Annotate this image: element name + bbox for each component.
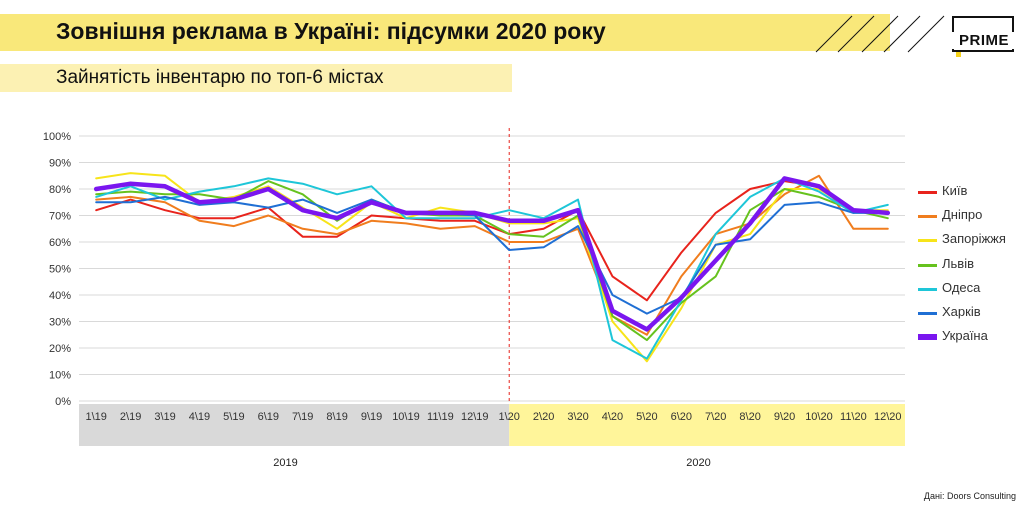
- prime-logo: PRIME: [952, 16, 1016, 57]
- x-tick-label: 11\20: [840, 411, 867, 423]
- x-tick-label: 5\20: [636, 411, 657, 423]
- legend-swatch: [918, 191, 937, 194]
- y-tick-label: 80%: [49, 184, 71, 196]
- legend-label: Харків: [942, 303, 981, 319]
- y-tick-label: 30%: [49, 317, 71, 329]
- legend-label: Дніпро: [942, 207, 983, 223]
- legend-swatch: [918, 311, 937, 315]
- legend-item: Запоріжжя: [918, 230, 1024, 254]
- x-tick-label: 7\20: [705, 411, 726, 423]
- y-tick-label: 0%: [55, 396, 71, 408]
- y-tick-label: 10%: [49, 370, 71, 382]
- legend-label: Київ: [942, 183, 968, 198]
- x-tick-label: 4\20: [602, 411, 623, 423]
- x-tick-label: 10\20: [805, 411, 833, 423]
- x-tick-label: 3\19: [154, 411, 175, 423]
- series-line-Одеса: [95, 177, 889, 360]
- y-tick-label: 20%: [49, 343, 71, 355]
- legend-item: Україна: [918, 327, 1024, 351]
- legend-label: Одеса: [942, 279, 981, 295]
- series-line-Харків: [95, 195, 889, 315]
- year-label: 2019: [273, 457, 297, 469]
- legend-swatch: [918, 215, 937, 219]
- legend-item: Київ: [918, 182, 1024, 206]
- series-line-Київ: [95, 180, 889, 302]
- x-tick-label: 9\20: [774, 411, 795, 423]
- x-tick-label: 4\19: [189, 411, 210, 423]
- legend-swatch: [918, 287, 937, 291]
- legend-item: Дніпро: [918, 206, 1024, 230]
- y-tick-label: 50%: [49, 264, 71, 276]
- y-tick-label: 90%: [49, 158, 71, 170]
- y-tick-label: 100%: [43, 131, 71, 143]
- data-source: Дані: Doors Consulting: [923, 491, 1016, 501]
- legend-label: Україна: [942, 328, 988, 344]
- series-line-Україна: [93, 176, 891, 332]
- year-label: 2020: [686, 457, 710, 469]
- decorative-stripes: [815, 15, 945, 53]
- band-2020: [509, 404, 905, 446]
- legend-item: Одеса: [918, 279, 1024, 303]
- logo-text: PRIME: [952, 32, 1016, 49]
- x-tick-label: 12\20: [874, 411, 902, 423]
- x-tick-label: 6\20: [671, 411, 692, 423]
- x-tick-label: 1\19: [85, 411, 106, 423]
- x-tick-label: 8\19: [326, 411, 347, 423]
- legend-swatch: [918, 263, 937, 267]
- y-tick-label: 40%: [49, 290, 71, 302]
- x-tick-label: 12\19: [461, 411, 489, 423]
- title-banner: [0, 14, 890, 51]
- x-tick-label: 5\19: [223, 411, 244, 423]
- series-line-Львів: [95, 180, 889, 342]
- legend-item: Харків: [918, 303, 1024, 327]
- x-tick-label: 8\20: [739, 411, 760, 423]
- legend-swatch: [918, 334, 937, 341]
- x-tick-label: 6\19: [258, 411, 279, 423]
- x-tick-label: 9\19: [361, 411, 382, 423]
- legend-swatch: [918, 239, 937, 243]
- x-tick-label: 2\19: [120, 411, 141, 423]
- x-tick-label: 7\19: [292, 411, 313, 423]
- logo-dot: [956, 52, 961, 57]
- legend-label: Львів: [942, 255, 975, 271]
- x-tick-label: 2\20: [533, 411, 554, 423]
- x-tick-label: 11\19: [427, 411, 454, 423]
- chart-subtitle: Зайнятість інвентарю по топ-6 містах: [56, 67, 384, 88]
- y-tick-label: 70%: [49, 211, 71, 223]
- legend-item: Львів: [918, 255, 1024, 279]
- page-title: Зовнішня реклама в Україні: підсумки 202…: [56, 18, 606, 44]
- chart-legend: Київ Дніпро Запоріжжя Львів Одеса Харків Украї…: [918, 182, 1024, 351]
- subtitle-banner: [0, 64, 512, 92]
- y-tick-label: 60%: [49, 237, 71, 249]
- legend-label: Запоріжжя: [942, 231, 1006, 247]
- x-tick-label: 10\19: [392, 411, 420, 423]
- x-tick-label: 3\20: [567, 411, 588, 423]
- x-tick-label: 1\20: [498, 411, 519, 423]
- band-2019: [79, 404, 510, 446]
